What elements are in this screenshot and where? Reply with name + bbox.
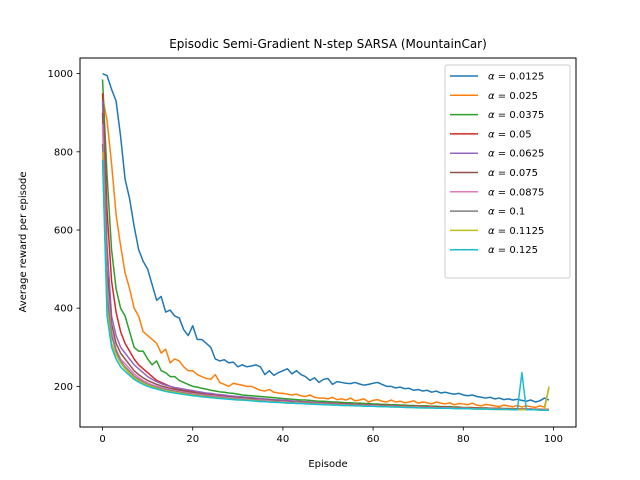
legend-label-6: α = 0.075 — [488, 168, 538, 179]
y-tick-label: 1000 — [48, 69, 73, 80]
legend: α = 0.0125 α = 0.025 α = 0.0375 α = 0.05 α =… — [444, 64, 571, 279]
x-tick-label: 0 — [99, 434, 105, 445]
legend-label-5: α = 0.0625 — [488, 149, 544, 160]
y-axis-ticks: 200 400 600 800 1000 — [48, 69, 80, 393]
y-tick-label: 800 — [54, 147, 73, 158]
x-tick-label: 80 — [457, 434, 470, 445]
legend-label-3: α = 0.0375 — [488, 110, 544, 121]
x-tick-label: 20 — [186, 434, 199, 445]
y-axis-label: Average reward per episode — [18, 172, 29, 313]
legend-label-2: α = 0.025 — [488, 91, 538, 102]
plot-frame — [79, 57, 577, 428]
y-tick-label: 600 — [54, 225, 73, 236]
series-line-10 — [101, 159, 549, 411]
legend-label-10: α = 0.125 — [488, 245, 538, 256]
series-line-1 — [102, 72, 550, 403]
plot-lines — [101, 72, 550, 411]
legend-label-7: α = 0.0875 — [488, 187, 544, 198]
legend-box — [444, 64, 571, 279]
legend-label-4: α = 0.05 — [488, 129, 532, 140]
x-axis-label: Episode — [308, 459, 347, 470]
x-tick-label: 100 — [544, 434, 563, 445]
x-axis-ticks: 0 20 40 60 80 100 — [99, 427, 563, 445]
legend-label-8: α = 0.1 — [488, 207, 525, 218]
series-line-2 — [101, 96, 550, 409]
y-tick-label: 400 — [54, 304, 73, 315]
chart-title: Episodic Semi-Gradient N-step SARSA (Mou… — [169, 37, 487, 51]
legend-label-9: α = 0.1125 — [488, 226, 544, 237]
x-tick-label: 60 — [367, 434, 380, 445]
legend-label-1: α = 0.0125 — [488, 72, 544, 83]
x-tick-label: 40 — [277, 434, 290, 445]
y-tick-label: 200 — [54, 382, 73, 393]
